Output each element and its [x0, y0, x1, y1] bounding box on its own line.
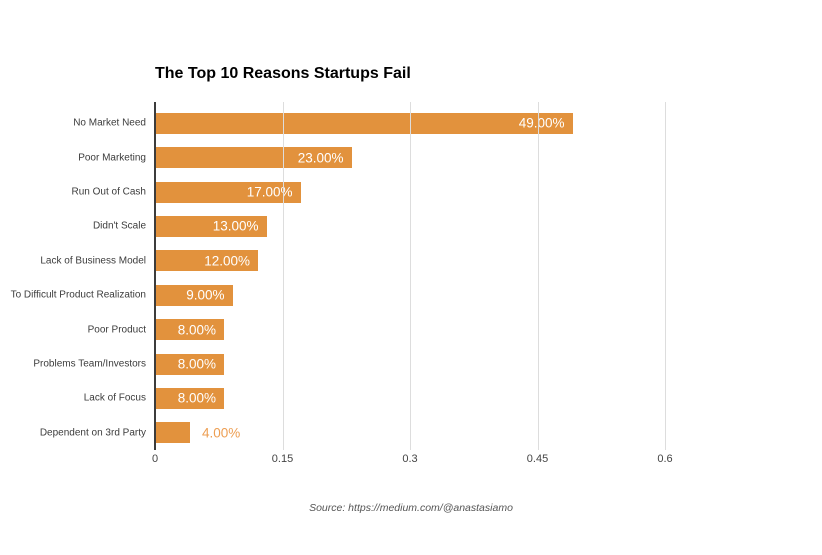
bar: 23.00% — [156, 147, 352, 169]
bar-value-label: 49.00% — [518, 115, 565, 131]
bar-value-label: 8.00% — [177, 390, 216, 406]
bar-value-label: 8.00% — [177, 356, 216, 372]
x-tick-label: 0.3 — [402, 453, 418, 465]
category-label: Lack of Business Model — [40, 255, 146, 267]
bar-rows: No Market Need 49.00% Poor Marketing 23.00%… — [11, 106, 665, 450]
x-tick-label: 0.15 — [271, 453, 294, 465]
bar-row: No Market Need 49.00% — [73, 106, 665, 140]
bar-row: Problems Team/Investors 8.00% — [33, 347, 665, 381]
bar-value-label: 8.00% — [177, 322, 216, 338]
x-tick-label: 0 — [151, 453, 159, 465]
gridline — [282, 102, 284, 450]
category-label: Problems Team/Investors — [33, 358, 146, 370]
bar: 9.00% — [156, 284, 233, 306]
bar-value-label: 12.00% — [204, 253, 250, 269]
chart-title: The Top 10 Reasons Startups Fail — [155, 65, 411, 82]
source-caption: Source: https://medium.com/@anastasiamo — [309, 502, 513, 514]
gridline — [410, 102, 411, 450]
bar: 8.00% — [156, 353, 224, 375]
bar-row: Didn't Scale 13.00% — [93, 209, 665, 243]
bar-value-label: 13.00% — [212, 218, 259, 234]
category-label: No Market Need — [73, 117, 146, 129]
bar: 8.00% — [156, 319, 224, 341]
gridline — [537, 102, 539, 450]
bar-value-label: 23.00% — [297, 150, 344, 166]
bar-value-label: 4.00% — [202, 425, 241, 441]
plot-area: No Market Need 49.00% Poor Marketing 23.00%… — [11, 102, 666, 450]
bar-row: Lack of Business Model 12.00% — [40, 244, 665, 278]
x-tick-label: 0.45 — [526, 453, 549, 465]
category-label: To Difficult Product Realization — [10, 289, 146, 301]
bar-row: Poor Marketing 23.00% — [78, 140, 665, 174]
bar: 49.00% — [156, 112, 573, 134]
category-label: Didn't Scale — [92, 220, 146, 232]
bar-value-label: 17.00% — [246, 184, 293, 200]
bar: 12.00% — [156, 250, 258, 272]
category-label: Dependent on 3rd Party — [39, 427, 146, 439]
bar: 8.00% — [156, 387, 224, 409]
x-tick-label: 0.6 — [657, 453, 673, 465]
bar-row: Poor Product 8.00% — [88, 312, 665, 346]
category-label: Poor Product — [87, 324, 146, 336]
bar-row: To Difficult Product Realization 9.00% — [11, 278, 665, 312]
category-label: Run Out of Cash — [71, 186, 146, 198]
bar-row: Lack of Focus 8.00% — [84, 381, 665, 415]
bar: 13.00% — [156, 215, 267, 237]
bar: 4.00% — [156, 422, 240, 444]
bar-value-label: 9.00% — [186, 287, 225, 303]
category-label: Poor Marketing — [78, 152, 146, 164]
category-label: Lack of Focus — [83, 392, 146, 404]
bar-row: Dependent on 3rd Party 4.00% — [40, 416, 665, 450]
gridline — [665, 102, 666, 450]
bar: 17.00% — [156, 181, 301, 203]
y-axis-line — [154, 102, 156, 450]
bar-row: Run Out of Cash 17.00% — [72, 175, 665, 209]
